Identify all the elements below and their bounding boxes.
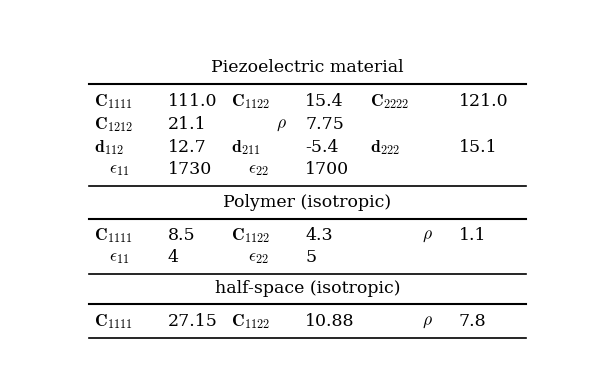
Text: 27.15: 27.15	[168, 313, 218, 330]
Text: $\mathbf{C}_{1212}$: $\mathbf{C}_{1212}$	[94, 115, 133, 134]
Text: $\epsilon_{11}$: $\epsilon_{11}$	[109, 161, 129, 178]
Text: 15.4: 15.4	[305, 93, 344, 110]
Text: 1.1: 1.1	[458, 227, 486, 244]
Text: 8.5: 8.5	[168, 227, 196, 244]
Text: 4: 4	[168, 248, 179, 266]
Text: -5.4: -5.4	[305, 138, 338, 156]
Text: 121.0: 121.0	[458, 93, 508, 110]
Text: 7.75: 7.75	[305, 116, 344, 133]
Text: 111.0: 111.0	[168, 93, 218, 110]
Text: Polymer (isotropic): Polymer (isotropic)	[223, 194, 392, 211]
Text: $\epsilon_{22}$: $\epsilon_{22}$	[248, 248, 269, 266]
Text: 1700: 1700	[305, 161, 349, 178]
Text: 12.7: 12.7	[168, 138, 207, 156]
Text: $\mathbf{C}_{1122}$: $\mathbf{C}_{1122}$	[231, 226, 270, 245]
Text: 10.88: 10.88	[305, 313, 355, 330]
Text: 21.1: 21.1	[168, 116, 206, 133]
Text: $\mathbf{d}_{211}$: $\mathbf{d}_{211}$	[231, 138, 260, 156]
Text: $\rho$: $\rho$	[422, 227, 433, 244]
Text: 5: 5	[305, 248, 316, 266]
Text: 7.8: 7.8	[458, 313, 486, 330]
Text: $\mathbf{C}_{1122}$: $\mathbf{C}_{1122}$	[231, 312, 270, 331]
Text: $\mathbf{C}_{1122}$: $\mathbf{C}_{1122}$	[231, 92, 270, 111]
Text: 4.3: 4.3	[305, 227, 333, 244]
Text: $\epsilon_{11}$: $\epsilon_{11}$	[109, 248, 129, 266]
Text: $\mathbf{d}_{112}$: $\mathbf{d}_{112}$	[94, 138, 124, 156]
Text: $\mathbf{C}_{1111}$: $\mathbf{C}_{1111}$	[94, 226, 132, 245]
Text: half-space (isotropic): half-space (isotropic)	[215, 280, 400, 297]
Text: 1730: 1730	[168, 161, 212, 178]
Text: 15.1: 15.1	[458, 138, 497, 156]
Text: $\mathbf{C}_{1111}$: $\mathbf{C}_{1111}$	[94, 312, 132, 331]
Text: $\epsilon_{22}$: $\epsilon_{22}$	[248, 161, 269, 178]
Text: $\rho$: $\rho$	[276, 116, 287, 133]
Text: $\rho$: $\rho$	[422, 313, 433, 330]
Text: $\mathbf{C}_{2222}$: $\mathbf{C}_{2222}$	[370, 92, 409, 111]
Text: $\mathbf{d}_{222}$: $\mathbf{d}_{222}$	[370, 138, 400, 156]
Text: Piezoelectric material: Piezoelectric material	[211, 59, 404, 76]
Text: $\mathbf{C}_{1111}$: $\mathbf{C}_{1111}$	[94, 92, 132, 111]
